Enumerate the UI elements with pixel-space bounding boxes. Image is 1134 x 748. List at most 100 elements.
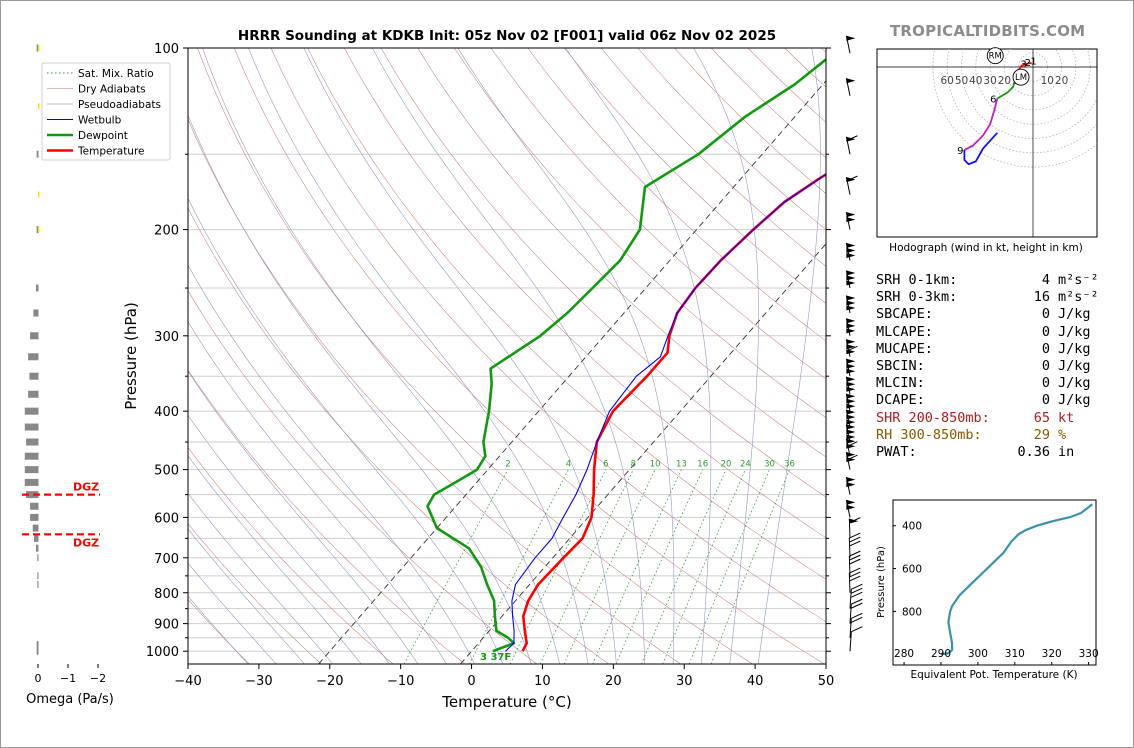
wind-barb bbox=[845, 339, 858, 357]
omega-bar bbox=[33, 309, 39, 317]
hodograph-segment bbox=[963, 98, 999, 151]
wind-barb bbox=[845, 175, 858, 195]
omega-bar bbox=[36, 44, 39, 52]
wind-barb-feather bbox=[846, 441, 858, 448]
omega-bar bbox=[24, 423, 39, 431]
sounding-stats: SRH 0-1km: 4 m²s⁻² SRH 0-3km: 16 m²s⁻² SBCAPE:… bbox=[876, 272, 1106, 461]
stat-label: PWAT: bbox=[876, 444, 917, 461]
y-tick-label: 800 bbox=[154, 587, 179, 602]
mixing-ratio-line bbox=[710, 469, 790, 664]
omega-bar bbox=[36, 647, 39, 655]
stat-unit: m²s⁻² bbox=[1058, 289, 1099, 306]
wind-barb-flag bbox=[846, 242, 856, 248]
stat-label: SHR 200-850mb: bbox=[876, 409, 990, 426]
stat-unit: m²s⁻² bbox=[1058, 272, 1099, 288]
skewt-plot-frame bbox=[187, 47, 827, 665]
stat-value: 16 bbox=[1033, 289, 1050, 306]
wind-barb-feather bbox=[851, 583, 863, 590]
stat-label: SBCAPE: bbox=[876, 306, 933, 323]
hodograph-height-label: 2 bbox=[1025, 58, 1031, 69]
wind-barb-feather bbox=[846, 135, 858, 142]
mixing-ratio-label: 6 bbox=[603, 460, 608, 470]
wind-barb-feather bbox=[851, 587, 863, 594]
dry-adiabat bbox=[188, 598, 250, 664]
wind-barb-flag bbox=[846, 247, 856, 253]
mixing-ratio-line bbox=[469, 469, 569, 664]
wind-barb-flag bbox=[846, 434, 856, 440]
wind-barb bbox=[845, 242, 856, 261]
wind-barb-flag bbox=[846, 363, 856, 369]
wind-barb bbox=[845, 35, 856, 54]
isobar-gridlines bbox=[188, 48, 826, 652]
stat-row: SBCAPE: 0 J/kg bbox=[876, 306, 1106, 323]
stat-label: RH 300-850mb: bbox=[876, 426, 982, 443]
mixing-ratio-label: 20 bbox=[721, 460, 732, 470]
y-tick-label: 900 bbox=[154, 618, 179, 633]
wind-barb-flag bbox=[846, 376, 856, 382]
wind-barbs bbox=[845, 35, 863, 652]
wind-barb-feather bbox=[851, 626, 863, 633]
dry-adiabat bbox=[188, 369, 466, 664]
stat-unit: J/kg bbox=[1058, 375, 1091, 392]
stat-unit: J/kg bbox=[1058, 306, 1091, 323]
stat-row: DCAPE: 0 J/kg bbox=[876, 392, 1106, 409]
omega-bar bbox=[24, 407, 39, 415]
stat-row: MUCAPE: 0 J/kg bbox=[876, 341, 1106, 358]
theta-x-label: 320 bbox=[1042, 648, 1062, 660]
wind-barb-flag bbox=[846, 217, 856, 223]
hodograph-ring-label: 40 bbox=[969, 75, 982, 87]
dry-adiabat bbox=[188, 118, 681, 664]
wind-barb bbox=[848, 517, 861, 539]
dry-adiabat bbox=[344, 48, 826, 539]
wind-barb bbox=[849, 612, 863, 638]
mixing-ratio-lines bbox=[403, 469, 790, 664]
pseudo-adiabat bbox=[457, 48, 675, 664]
dry-adiabat bbox=[188, 446, 394, 664]
wind-barb-flag bbox=[846, 252, 856, 258]
isotherm-line bbox=[318, 80, 826, 664]
storm-motion-marker bbox=[1012, 68, 1030, 86]
stat-value: 0 bbox=[1041, 375, 1050, 392]
hodograph-height-label: 9 bbox=[957, 146, 963, 157]
wind-barb-staff bbox=[848, 538, 851, 558]
wind-barb-flag bbox=[846, 482, 856, 488]
wind-barb bbox=[849, 598, 863, 624]
temperature-axis-ticks: −40 −30 −20 −10 0 10 20 30 40 50 bbox=[174, 664, 834, 689]
stat-label: SRH 0-1km: bbox=[876, 272, 958, 288]
hodograph-caption: Hodograph (wind in kt, height in km) bbox=[889, 242, 1083, 254]
wind-barb-flag bbox=[846, 429, 856, 435]
wind-barb-feather bbox=[851, 591, 863, 598]
pseudo-adiabat bbox=[188, 528, 305, 664]
wind-barb-feather bbox=[851, 602, 863, 609]
legend-label: Pseudoadiabats bbox=[78, 99, 161, 111]
stat-row: MLCAPE: 0 J/kg bbox=[876, 324, 1106, 341]
wind-barb bbox=[845, 424, 856, 443]
omega-bar bbox=[37, 554, 39, 562]
hodograph-height-label: 6 bbox=[990, 94, 996, 105]
skewt-profiles bbox=[426, 57, 826, 653]
hodograph-ring-label: 60 bbox=[941, 75, 954, 87]
theta-e-xlabel: Equivalent Pot. Temperature (K) bbox=[910, 669, 1077, 681]
wind-barb-flag bbox=[846, 419, 856, 425]
stat-label: MUCAPE: bbox=[876, 340, 933, 357]
y-tick-label: 400 bbox=[154, 405, 179, 420]
mixing-ratio-line bbox=[688, 469, 770, 664]
wind-barb bbox=[845, 358, 856, 377]
hodograph-ring-label: 20 bbox=[998, 75, 1011, 87]
wind-barb-flag bbox=[846, 358, 856, 364]
series-line-dewpoint bbox=[426, 57, 826, 653]
omega-tick-label: −1 bbox=[60, 672, 76, 685]
wind-barb-feather bbox=[849, 571, 861, 578]
omega-bar bbox=[37, 572, 39, 580]
wind-barb-staff bbox=[849, 631, 852, 652]
omega-tick-label: −2 bbox=[90, 672, 106, 685]
wind-barb bbox=[845, 393, 856, 412]
x-tick-label: −30 bbox=[245, 674, 272, 689]
wind-barb-flag bbox=[846, 344, 856, 350]
x-tick-label: 40 bbox=[747, 674, 764, 689]
wind-barb-flag bbox=[846, 300, 856, 306]
pseudo-adiabat bbox=[188, 264, 475, 664]
hodograph-labels: 605040302010102012369RMLM bbox=[941, 47, 1068, 157]
wind-barb-staff bbox=[849, 604, 852, 624]
